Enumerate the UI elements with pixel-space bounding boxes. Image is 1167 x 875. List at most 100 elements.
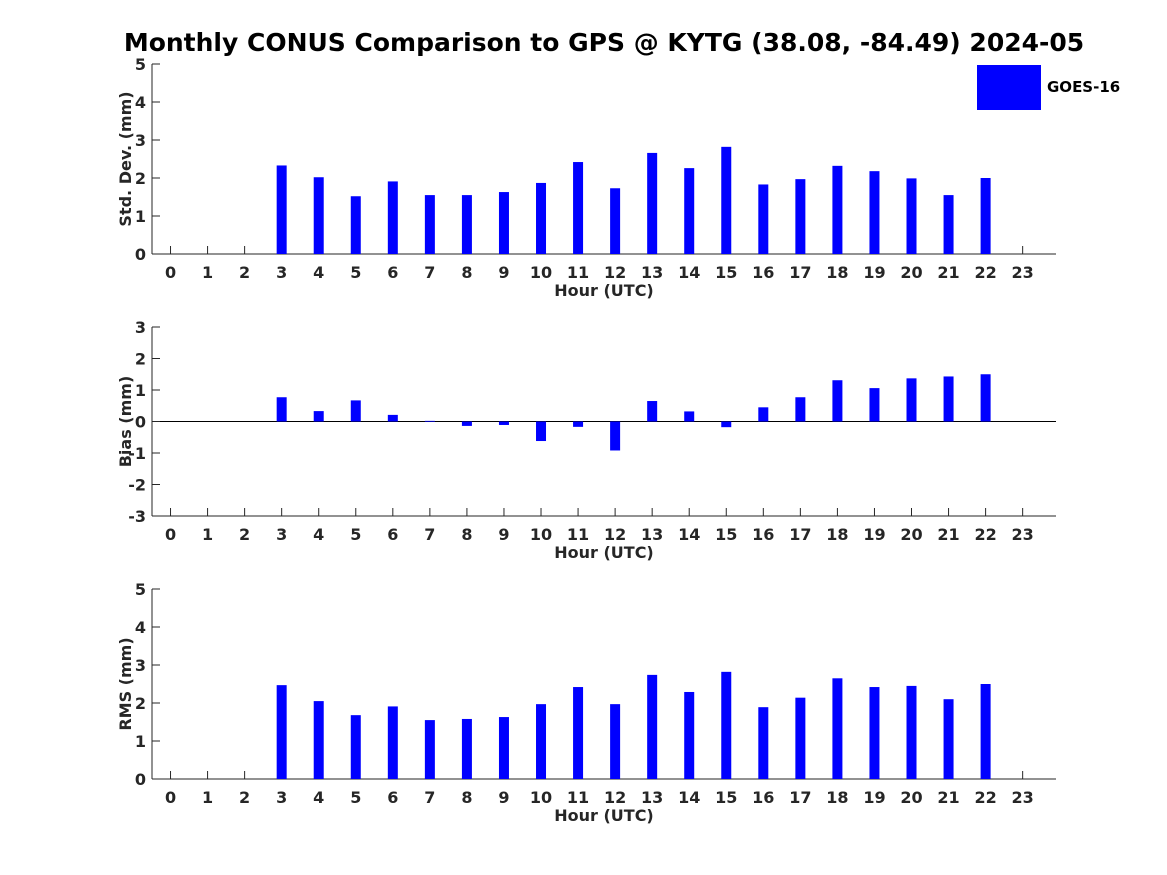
std-dev-bar bbox=[610, 188, 621, 254]
std-dev-bar bbox=[350, 196, 361, 254]
rms-bar bbox=[795, 697, 806, 779]
std-dev-y-tick-label: 2 bbox=[135, 169, 146, 188]
bias-bar bbox=[610, 421, 621, 451]
bias-x-tick-label: 3 bbox=[276, 525, 287, 544]
rms-y-tick-label: 5 bbox=[135, 580, 146, 599]
rms-bar bbox=[350, 715, 361, 779]
std-dev-x-tick-label: 15 bbox=[715, 263, 737, 282]
rms-x-tick-label: 19 bbox=[863, 788, 885, 807]
bias-x-tick-label: 8 bbox=[461, 525, 472, 544]
bias-x-tick-label: 18 bbox=[826, 525, 848, 544]
legend-swatch bbox=[977, 65, 1041, 110]
std-dev-bar bbox=[276, 165, 287, 254]
bias-x-tick-label: 1 bbox=[202, 525, 213, 544]
rms-x-tick-label: 12 bbox=[604, 788, 626, 807]
rms-y-tick-label: 0 bbox=[135, 770, 146, 789]
rms-x-tick-label: 9 bbox=[498, 788, 509, 807]
figure-title: Monthly CONUS Comparison to GPS @ KYTG (… bbox=[123, 28, 1085, 57]
rms-bar bbox=[424, 720, 435, 779]
rms-x-tick-label: 21 bbox=[937, 788, 959, 807]
bias-bar bbox=[387, 414, 398, 422]
rms-bar bbox=[313, 701, 324, 779]
bias-x-tick-label: 4 bbox=[313, 525, 324, 544]
rms-y-tick-label: 3 bbox=[135, 656, 146, 675]
rms-x-tick-label: 7 bbox=[424, 788, 435, 807]
bias-bar bbox=[943, 376, 954, 422]
bias-x-tick-label: 11 bbox=[567, 525, 589, 544]
bias-y-tick-label: 1 bbox=[135, 381, 146, 400]
rms-bar bbox=[276, 685, 287, 779]
rms-x-tick-label: 2 bbox=[239, 788, 250, 807]
bias-x-tick-label: 14 bbox=[678, 525, 700, 544]
std-dev-y-tick-label: 1 bbox=[135, 207, 146, 226]
bias-y-tick-label: -3 bbox=[128, 507, 146, 526]
bias-bar bbox=[684, 411, 695, 422]
rms-x-tick-label: 20 bbox=[900, 788, 922, 807]
rms-x-tick-label: 11 bbox=[567, 788, 589, 807]
rms-bar bbox=[387, 706, 398, 779]
rms-x-tick-label: 3 bbox=[276, 788, 287, 807]
bias-x-tick-label: 23 bbox=[1012, 525, 1034, 544]
rms-x-tick-label: 17 bbox=[789, 788, 811, 807]
std-dev-bar bbox=[758, 184, 769, 254]
std-dev-bar bbox=[313, 177, 324, 254]
bias-bar bbox=[424, 420, 435, 422]
bias-x-tick-label: 7 bbox=[424, 525, 435, 544]
bias-bar bbox=[573, 421, 584, 427]
bias-x-tick-label: 6 bbox=[387, 525, 398, 544]
rms-bar bbox=[610, 704, 621, 779]
std-dev-bar bbox=[943, 195, 954, 254]
rms-bar bbox=[684, 691, 695, 779]
rms-x-tick-label: 16 bbox=[752, 788, 774, 807]
bias-bar bbox=[313, 411, 324, 422]
std-dev-x-tick-label: 6 bbox=[387, 263, 398, 282]
bias-bar bbox=[350, 400, 361, 422]
bias-bar bbox=[795, 397, 806, 422]
bias-bar bbox=[536, 421, 547, 442]
std-dev-x-tick-label: 20 bbox=[900, 263, 922, 282]
bias-bar bbox=[758, 407, 769, 422]
bias-bar bbox=[498, 421, 509, 425]
rms-bar bbox=[461, 718, 472, 779]
bias-bar bbox=[721, 421, 732, 428]
bias-x-tick-label: 10 bbox=[530, 525, 552, 544]
std-dev-bar bbox=[387, 181, 398, 254]
bias-y-tick-label: 0 bbox=[135, 413, 146, 432]
rms-bar bbox=[498, 717, 509, 779]
bias-x-axis-label: Hour (UTC) bbox=[554, 543, 654, 562]
std-dev-y-axis-label: Std. Dev. (mm) bbox=[116, 91, 135, 226]
std-dev-x-tick-label: 12 bbox=[604, 263, 626, 282]
rms-x-axis-label: Hour (UTC) bbox=[554, 806, 654, 825]
std-dev-y-tick-label: 5 bbox=[135, 55, 146, 74]
rms-x-tick-label: 22 bbox=[974, 788, 996, 807]
rms-bar bbox=[869, 687, 880, 779]
std-dev-x-tick-label: 9 bbox=[498, 263, 509, 282]
legend-label: GOES-16 bbox=[1047, 78, 1121, 96]
bias-x-tick-label: 19 bbox=[863, 525, 885, 544]
std-dev-bar bbox=[424, 195, 435, 254]
rms-bar bbox=[573, 687, 584, 779]
std-dev-bar bbox=[573, 162, 584, 254]
bias-x-tick-label: 17 bbox=[789, 525, 811, 544]
rms-x-tick-label: 4 bbox=[313, 788, 324, 807]
rms-bar bbox=[943, 699, 954, 779]
bias-bar bbox=[647, 401, 658, 422]
bias-x-tick-label: 12 bbox=[604, 525, 626, 544]
std-dev-y-tick-label: 3 bbox=[135, 131, 146, 150]
bias-x-tick-label: 13 bbox=[641, 525, 663, 544]
std-dev-x-tick-label: 21 bbox=[937, 263, 959, 282]
std-dev-x-tick-label: 2 bbox=[239, 263, 250, 282]
rms-x-tick-label: 14 bbox=[678, 788, 700, 807]
std-dev-bar bbox=[906, 178, 917, 254]
std-dev-x-axis-label: Hour (UTC) bbox=[554, 281, 654, 300]
rms-y-axis-label: RMS (mm) bbox=[116, 637, 135, 730]
std-dev-bar bbox=[795, 179, 806, 254]
std-dev-bar bbox=[832, 165, 843, 254]
std-dev-x-tick-label: 16 bbox=[752, 263, 774, 282]
rms-y-tick-label: 2 bbox=[135, 694, 146, 713]
bias-bar bbox=[869, 388, 880, 422]
rms-bar bbox=[758, 707, 769, 779]
bias-y-tick-label: 3 bbox=[135, 318, 146, 337]
std-dev-bar bbox=[647, 152, 658, 254]
